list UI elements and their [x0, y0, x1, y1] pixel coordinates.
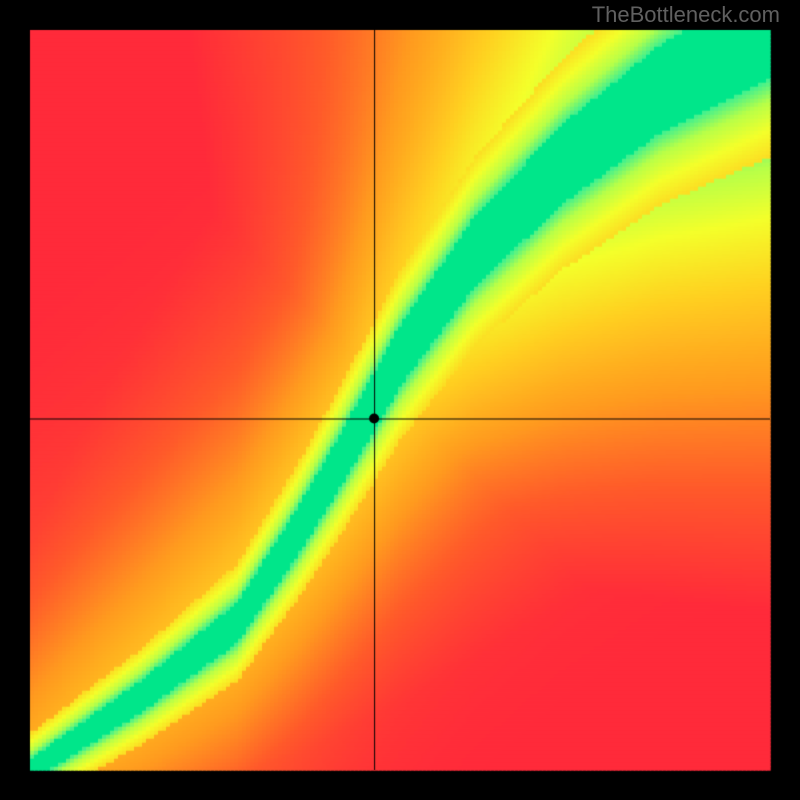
- chart-container: TheBottleneck.com: [0, 0, 800, 800]
- bottleneck-heatmap: [0, 0, 800, 800]
- watermark-text: TheBottleneck.com: [592, 2, 780, 28]
